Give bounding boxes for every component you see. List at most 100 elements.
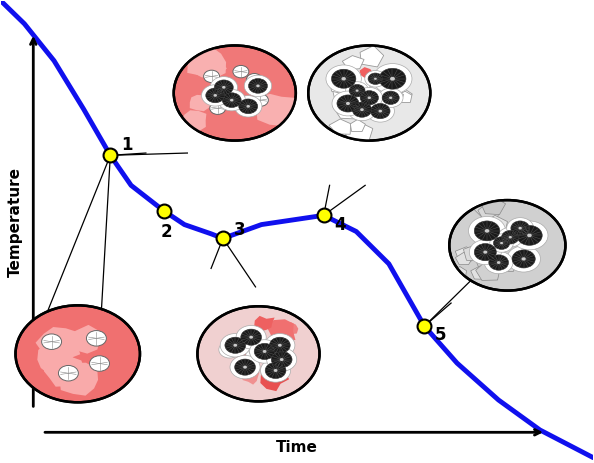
Polygon shape	[333, 83, 354, 100]
Circle shape	[519, 227, 522, 230]
Circle shape	[522, 257, 526, 261]
Circle shape	[225, 337, 246, 353]
Text: 1: 1	[121, 136, 132, 154]
Circle shape	[374, 78, 377, 80]
Circle shape	[501, 231, 519, 244]
Circle shape	[274, 369, 277, 372]
Polygon shape	[59, 363, 98, 396]
Circle shape	[206, 88, 225, 103]
Circle shape	[265, 333, 295, 357]
Polygon shape	[395, 88, 412, 101]
Circle shape	[239, 99, 258, 114]
Text: 5: 5	[435, 326, 447, 344]
Point	[159, 207, 169, 214]
Circle shape	[507, 218, 533, 238]
Polygon shape	[482, 257, 493, 265]
Circle shape	[507, 246, 541, 272]
Circle shape	[371, 103, 390, 119]
Polygon shape	[254, 316, 274, 332]
Text: 2: 2	[161, 223, 172, 240]
Circle shape	[498, 227, 523, 247]
Polygon shape	[368, 106, 383, 116]
Polygon shape	[186, 44, 226, 79]
Polygon shape	[333, 100, 360, 119]
Circle shape	[527, 234, 532, 237]
Circle shape	[337, 95, 359, 112]
Polygon shape	[267, 319, 295, 346]
Circle shape	[346, 102, 350, 105]
Circle shape	[494, 237, 510, 250]
Circle shape	[248, 79, 267, 93]
Circle shape	[265, 363, 286, 379]
Polygon shape	[463, 245, 487, 261]
Polygon shape	[350, 119, 365, 131]
Circle shape	[511, 221, 548, 250]
Circle shape	[490, 234, 513, 252]
Circle shape	[173, 45, 296, 141]
Circle shape	[469, 240, 501, 264]
Circle shape	[233, 344, 237, 347]
Circle shape	[326, 65, 361, 93]
Circle shape	[276, 349, 289, 359]
Circle shape	[230, 99, 233, 101]
Circle shape	[201, 85, 229, 106]
Circle shape	[204, 70, 220, 82]
Text: Time: Time	[276, 440, 318, 456]
Circle shape	[342, 77, 346, 81]
Polygon shape	[481, 196, 505, 215]
Circle shape	[368, 96, 371, 99]
Circle shape	[261, 359, 290, 382]
Polygon shape	[283, 322, 298, 334]
Polygon shape	[192, 56, 219, 78]
Circle shape	[233, 65, 249, 78]
Polygon shape	[68, 325, 100, 354]
Circle shape	[352, 102, 372, 117]
Polygon shape	[470, 266, 488, 279]
Polygon shape	[455, 247, 475, 262]
Circle shape	[449, 200, 565, 291]
Circle shape	[256, 85, 260, 87]
Circle shape	[469, 216, 505, 245]
Circle shape	[58, 365, 78, 381]
Circle shape	[373, 63, 412, 94]
Polygon shape	[478, 202, 501, 220]
Circle shape	[87, 331, 106, 346]
Point	[106, 151, 115, 159]
Circle shape	[220, 333, 250, 357]
Polygon shape	[353, 74, 374, 90]
Circle shape	[243, 366, 247, 369]
Polygon shape	[477, 257, 494, 271]
Circle shape	[249, 341, 270, 358]
Circle shape	[517, 225, 542, 245]
Polygon shape	[397, 91, 412, 103]
Polygon shape	[476, 261, 500, 281]
Polygon shape	[260, 369, 289, 391]
Circle shape	[497, 261, 500, 264]
Polygon shape	[517, 248, 535, 260]
Polygon shape	[499, 258, 517, 272]
Circle shape	[222, 86, 226, 88]
Circle shape	[484, 251, 513, 274]
Circle shape	[90, 356, 109, 371]
Circle shape	[474, 221, 500, 241]
Circle shape	[489, 255, 508, 270]
Polygon shape	[456, 252, 473, 265]
Circle shape	[382, 91, 399, 105]
Circle shape	[247, 74, 262, 86]
Circle shape	[500, 242, 503, 244]
Polygon shape	[232, 344, 249, 361]
Polygon shape	[37, 342, 74, 375]
Polygon shape	[483, 215, 507, 234]
Circle shape	[390, 77, 395, 81]
Circle shape	[485, 229, 489, 233]
Polygon shape	[342, 56, 364, 70]
Circle shape	[249, 336, 253, 338]
Circle shape	[280, 358, 283, 361]
Polygon shape	[378, 73, 399, 88]
Polygon shape	[453, 267, 466, 278]
Polygon shape	[189, 95, 211, 111]
Circle shape	[210, 76, 238, 98]
Circle shape	[348, 99, 376, 121]
Text: 4: 4	[334, 216, 346, 233]
Polygon shape	[359, 67, 373, 78]
